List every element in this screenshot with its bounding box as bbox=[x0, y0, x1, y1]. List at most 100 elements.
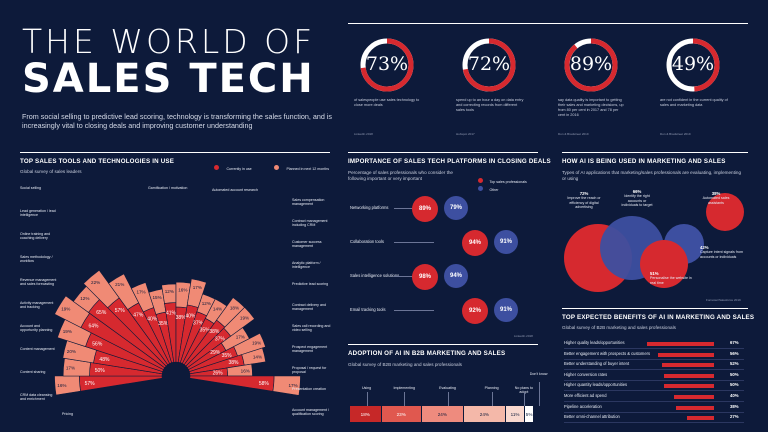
tool-planned-label: 19% bbox=[61, 306, 70, 311]
hero-title-line1: THE WORLD OF bbox=[22, 22, 316, 61]
importance-other-value: 79% bbox=[444, 196, 468, 220]
benefits-rule bbox=[562, 308, 748, 309]
tool-planned-label: 16% bbox=[57, 383, 66, 388]
tool-planned-label: 22% bbox=[91, 280, 100, 285]
benefit-bar bbox=[662, 363, 714, 368]
benefit-label: Higher quality leads/opportunities bbox=[564, 340, 625, 345]
tool-planned-label: 16% bbox=[178, 287, 187, 292]
stat-source: Hubspot 2017 bbox=[456, 132, 475, 136]
tool-current-label: 65% bbox=[96, 310, 107, 316]
benefit-value: 40% bbox=[730, 393, 739, 398]
tool-planned-label: 19% bbox=[63, 329, 72, 334]
tool-current-label: 38% bbox=[228, 360, 239, 366]
adoption-tick bbox=[538, 382, 540, 406]
stat-ring bbox=[360, 38, 414, 92]
bubble-66-label: Identify the right accounts or individua… bbox=[621, 194, 653, 208]
tool-planned-label: 14% bbox=[213, 306, 222, 311]
benefit-divider bbox=[564, 411, 744, 413]
stat-value: 89% bbox=[569, 53, 613, 75]
stat-ring-fill bbox=[360, 38, 414, 92]
adoption-segment: 5% bbox=[525, 406, 534, 422]
tool-label-top: Automated account research bbox=[212, 188, 258, 192]
benefit-divider bbox=[564, 401, 744, 402]
benefit-bar bbox=[676, 405, 714, 410]
tool-label-right: Sales call recording and video selling bbox=[292, 324, 331, 333]
importance-legend-top: Top sales professionals bbox=[478, 170, 527, 188]
benefit-bar bbox=[647, 342, 714, 346]
hero-subtitle: From social selling to predictive lead s… bbox=[22, 112, 333, 130]
stat-ring bbox=[462, 38, 516, 92]
tool-label-right: Contract management including CRM bbox=[292, 219, 328, 228]
importance-rule bbox=[348, 152, 538, 153]
adoption-segment: 18% bbox=[350, 406, 382, 422]
benefit-bar bbox=[664, 384, 714, 389]
bubble-51-pct: 51% bbox=[650, 271, 659, 276]
adoption-label: Planning bbox=[484, 386, 499, 390]
tools-legend-planned: Planned in next 12 months bbox=[274, 157, 329, 175]
stat-source: Dun & Bradstreet 2019 bbox=[660, 132, 691, 136]
tool-planned-label: 17% bbox=[193, 285, 202, 290]
stat-value: 49% bbox=[671, 53, 715, 75]
adoption-segment: 11% bbox=[505, 406, 526, 422]
tool-planned-label: 15% bbox=[152, 295, 161, 300]
benefit-divider bbox=[564, 358, 744, 360]
tools-rule bbox=[20, 152, 330, 153]
tool-planned-label: 17% bbox=[236, 335, 245, 340]
benefit-label: Higher quantity leads/opportunities bbox=[564, 382, 628, 388]
tool-label-left: Lead generation / lead intelligence bbox=[20, 209, 56, 218]
tool-planned-label: 17% bbox=[136, 290, 145, 295]
importance-top-value: 98% bbox=[412, 264, 438, 290]
bubble-72-text: 72% Improve the reach or efficiency of d… bbox=[566, 191, 602, 210]
tool-planned-label: 14% bbox=[253, 354, 262, 359]
bubble-66-text: 66% Identify the right accounts or indiv… bbox=[620, 189, 654, 208]
tool-planned-label: 12% bbox=[202, 301, 211, 306]
stat-ring-fill bbox=[564, 38, 618, 92]
bubble-51 bbox=[640, 240, 688, 288]
tool-planned-label: 19% bbox=[252, 341, 261, 346]
tool-label-right: Presentation creation bbox=[292, 387, 326, 391]
tool-planned-label: 19% bbox=[240, 315, 249, 320]
tool-label-left: Online training and coaching delivery bbox=[20, 232, 51, 241]
tool-current-label: 38% bbox=[176, 315, 187, 321]
adoption-label: Don't know bbox=[529, 372, 548, 376]
tool-current-label: 37% bbox=[215, 337, 226, 343]
bubble-66-pct: 66% bbox=[632, 189, 642, 194]
tool-current-label: 40% bbox=[185, 314, 196, 320]
stat-source: Dun & Bradstreet 2019 bbox=[558, 132, 589, 136]
stat-ring-fill bbox=[462, 38, 516, 92]
tool-current-label: 57% bbox=[115, 308, 126, 314]
tools-legend-current: Currently in use bbox=[214, 157, 252, 175]
tools-subtitle: Global survey of sales leaders bbox=[20, 169, 82, 174]
benefit-value: 27% bbox=[730, 414, 739, 420]
legend-dot-planned bbox=[274, 165, 279, 170]
tool-current-label: 56% bbox=[92, 341, 103, 347]
benefit-divider bbox=[564, 369, 744, 371]
stat-ring-fill bbox=[666, 38, 720, 92]
adoption-tick bbox=[366, 392, 368, 406]
stat-value: 73% bbox=[365, 53, 409, 75]
importance-legend-other: Other bbox=[478, 178, 498, 196]
tool-planned-label: 12% bbox=[80, 296, 89, 301]
bubble-72-label: Improve the reach or efficiency of digit… bbox=[567, 196, 601, 210]
benefit-bar bbox=[674, 395, 714, 399]
importance-top-value: 89% bbox=[412, 196, 438, 222]
adoption-label: Using bbox=[361, 386, 372, 390]
importance-other-value: 94% bbox=[444, 264, 468, 288]
bubble-51-text: 51% Personalise the website in real time bbox=[650, 271, 694, 285]
importance-other-value: 91% bbox=[494, 298, 518, 322]
stat-ring bbox=[564, 38, 618, 92]
adoption-label: Evaluating bbox=[439, 386, 456, 390]
importance-title: IMPORTANCE OF SALES TECH PLATFORMS IN CL… bbox=[348, 158, 551, 165]
stat-description: of salespeople use sales technology to c… bbox=[354, 98, 420, 107]
tool-label-right: Contract delivery and management bbox=[292, 303, 326, 312]
adoption-tick bbox=[491, 392, 493, 406]
importance-top-value: 94% bbox=[462, 230, 488, 256]
tool-label-right: Proposal / request for proposal bbox=[292, 366, 327, 375]
benefit-bar bbox=[658, 352, 714, 357]
legend-dot-top bbox=[478, 178, 483, 183]
ai-usage-title: HOW AI IS BEING USED IN MARKETING AND SA… bbox=[562, 158, 726, 165]
bubble-51-label: Personalise the website in real time bbox=[650, 276, 692, 285]
tool-label-right: Prospect engagement management bbox=[292, 345, 328, 354]
tool-label-right: Predictive lead scoring bbox=[292, 282, 329, 286]
importance-other-value: 91% bbox=[494, 230, 518, 254]
